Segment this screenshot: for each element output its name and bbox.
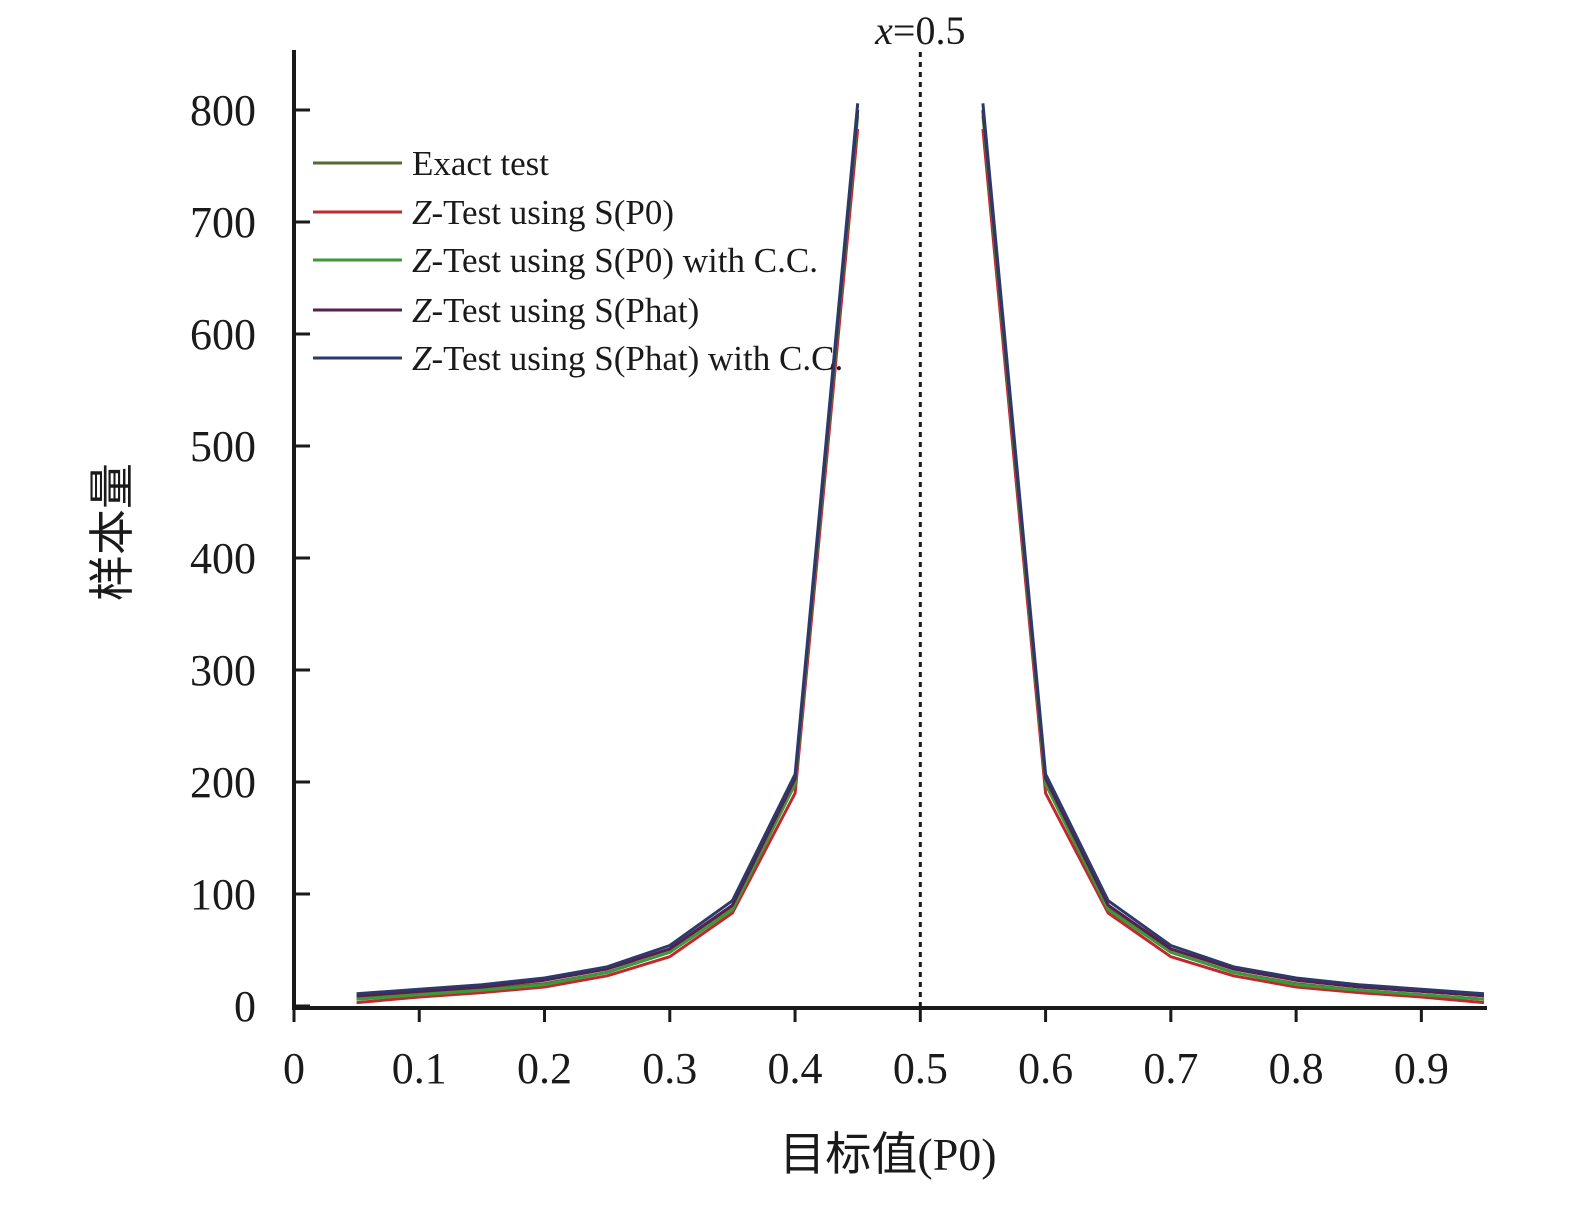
series-line-3-left: [356, 115, 860, 1001]
series-line-2-left: [356, 128, 860, 1005]
x-axis-title: 目标值(P0): [779, 1129, 996, 1180]
legend-label: Exact test: [412, 144, 549, 183]
y-tick-label: 0: [234, 982, 256, 1031]
x-tick-label: 0.4: [768, 1044, 823, 1093]
x-tick-label: 0.5: [893, 1044, 948, 1093]
y-ticks: 0 100 200 300 400 500 600 700 800: [190, 86, 310, 1031]
y-tick-label: 500: [190, 422, 256, 471]
series-line-4-right: [981, 109, 1485, 998]
plot-lines: [356, 103, 1485, 1005]
x-ticks: 0 0.1 0.2 0.3 0.4 0.5 0.6 0.7 0.8 0.9: [283, 1008, 1449, 1093]
y-tick-label: 200: [190, 758, 256, 807]
axes: [292, 50, 1487, 1010]
series-line-5-left: [356, 103, 860, 996]
y-tick-label: 100: [190, 870, 256, 919]
legend: Exact test Z-Test using S(P0) Z-Test using…: [313, 144, 843, 378]
x-tick-label: 0.9: [1394, 1044, 1449, 1093]
x-tick-label: 0: [283, 1044, 305, 1093]
x-tick-label: 0.7: [1143, 1044, 1198, 1093]
x-tick-label: 0.2: [517, 1044, 572, 1093]
x-tick-label: 0.3: [642, 1044, 697, 1093]
series-line-4-left: [356, 109, 860, 998]
y-tick-label: 300: [190, 646, 256, 695]
series-line-2-right: [981, 128, 1485, 1005]
y-tick-label: 700: [190, 198, 256, 247]
series-line-3-right: [981, 115, 1485, 1001]
legend-label: Z-Test using S(Phat) with C.C.: [412, 339, 843, 378]
x-tick-label: 0.6: [1018, 1044, 1073, 1093]
x-tick-label: 0.1: [392, 1044, 447, 1093]
legend-label: Z-Test using S(P0): [412, 193, 674, 232]
reference-line-label: x=0.5: [874, 8, 965, 53]
legend-label: Z-Test using S(P0) with C.C.: [412, 241, 818, 280]
y-tick-label: 400: [190, 534, 256, 583]
x-tick-label: 0.8: [1269, 1044, 1324, 1093]
legend-label: Z-Test using S(Phat): [412, 291, 699, 330]
series-line-1-right: [981, 109, 1485, 1001]
series-line-5-right: [981, 103, 1485, 996]
y-axis-title: 样本量: [87, 463, 138, 601]
y-tick-label: 800: [190, 86, 256, 135]
y-tick-label: 600: [190, 310, 256, 359]
